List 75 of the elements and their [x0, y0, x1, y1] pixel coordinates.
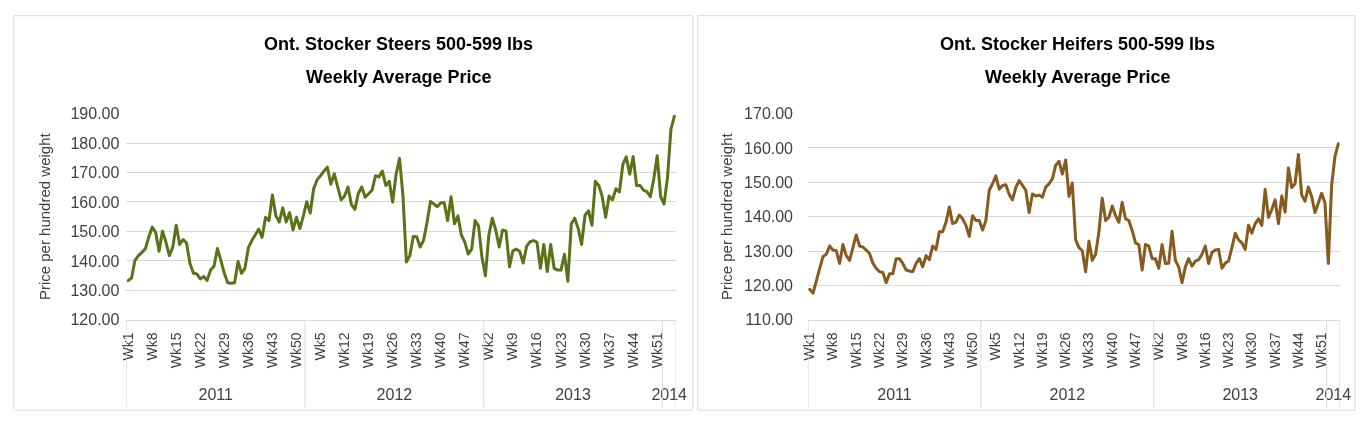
x-tick-label: Wk30	[1243, 332, 1260, 369]
x-tick-label: Wk1	[119, 332, 136, 361]
x-tick-label: Wk12	[1010, 332, 1027, 369]
x-tick-label: Wk47	[1127, 332, 1144, 369]
y-tick-label: 160.00	[744, 139, 794, 157]
x-tick-label: Wk22	[191, 332, 208, 369]
x-tick-label: Wk16	[528, 332, 545, 369]
x-tick-label: Wk43	[263, 332, 280, 369]
x-tick-label: Wk26	[384, 332, 401, 369]
x-tick-label: Wk44	[1289, 332, 1306, 369]
y-tick-label: 130.00	[744, 242, 794, 260]
y-axis-title: Price per hundred weight	[718, 132, 736, 301]
y-tick-label: 120.00	[744, 277, 794, 295]
x-tick-label: Wk15	[847, 332, 864, 369]
x-tick-label: Wk22	[871, 332, 888, 369]
x-tick-label: Wk8	[824, 332, 841, 361]
x-tick-label: Wk37	[600, 332, 617, 369]
x-tick-label: Wk44	[624, 332, 641, 369]
x-tick-label: Wk23	[1220, 332, 1237, 369]
x-tick-label: Wk16	[1196, 332, 1213, 369]
x-tick-label: Wk9	[504, 332, 521, 361]
line-series	[126, 114, 676, 285]
y-tick-label: 140.00	[744, 208, 794, 226]
x-tick-label: Wk50	[964, 332, 981, 369]
y-axis-title: Price per hundred weight	[35, 132, 53, 301]
x-tick-label: Wk33	[408, 332, 425, 369]
y-tick-label: 110.00	[745, 311, 794, 329]
x-tick-label: Wk19	[1033, 332, 1050, 369]
x-tick-label: Wk8	[143, 332, 160, 361]
x-tick-label: Wk30	[576, 332, 593, 369]
y-tick-label: 130.00	[70, 282, 120, 299]
y-tick-label: 140.00	[70, 252, 120, 270]
x-tick-label: Wk12	[336, 332, 353, 369]
chart-title: Ont. Stocker Heifers 500-599 lbs Weekly Average Price	[940, 34, 1216, 87]
y-tick-label: 150.00	[744, 173, 794, 191]
x2-tick-label: 2014	[651, 386, 688, 404]
x-tick-label: Wk29	[894, 332, 911, 369]
x2-tick-label: 2012	[1049, 386, 1086, 404]
x2-tick-label: 2011	[877, 386, 912, 404]
line-series	[808, 142, 1340, 295]
x-tick-label: Wk2	[480, 332, 497, 361]
x-tick-label: Wk29	[215, 332, 232, 369]
x-tick-label: Wk5	[987, 332, 1004, 361]
x-tick-label: Wk36	[917, 332, 934, 369]
x2-tick-label: 2013	[555, 386, 591, 404]
x-tick-label: Wk23	[552, 332, 569, 369]
x-tick-label: Wk51	[648, 332, 665, 369]
y-tick-label: 170.00	[70, 164, 120, 182]
y-tick-label: 150.00	[70, 223, 120, 241]
x-tick-label: Wk47	[456, 332, 473, 369]
x2-tick-label: 2013	[1222, 386, 1259, 404]
y-tick-label: 160.00	[70, 193, 120, 211]
x2-tick-label: 2011	[198, 386, 234, 404]
x-tick-label: Wk40	[432, 332, 449, 369]
x-tick-label: Wk2	[1150, 332, 1167, 361]
y-tick-label: 120.00	[70, 311, 120, 329]
x-tick-label: Wk37	[1266, 332, 1283, 369]
x-tick-label: Wk26	[1057, 332, 1074, 369]
x-tick-label: Wk15	[167, 332, 184, 369]
x-tick-label: Wk51	[1313, 332, 1330, 369]
x2-tick-label: 2014	[1315, 386, 1352, 404]
x-tick-label: Wk33	[1080, 332, 1097, 369]
x-tick-label: Wk1	[801, 332, 818, 361]
x2-tick-label: 2012	[376, 386, 413, 404]
y-tick-label: 180.00	[70, 134, 120, 152]
x-tick-label: Wk40	[1103, 332, 1120, 369]
x-tick-label: Wk19	[360, 332, 377, 369]
x-tick-label: Wk5	[312, 332, 329, 361]
x-tick-label: Wk36	[239, 332, 256, 369]
y-tick-label: 170.00	[744, 105, 794, 123]
y-tick-label: 190.00	[70, 105, 120, 123]
x-tick-label: Wk50	[288, 332, 305, 369]
x-tick-label: Wk43	[940, 332, 957, 369]
x-tick-label: Wk9	[1173, 332, 1190, 361]
chart-title: Ont. Stocker Steers 500-599 lbs Weekly Average Price	[264, 34, 534, 87]
